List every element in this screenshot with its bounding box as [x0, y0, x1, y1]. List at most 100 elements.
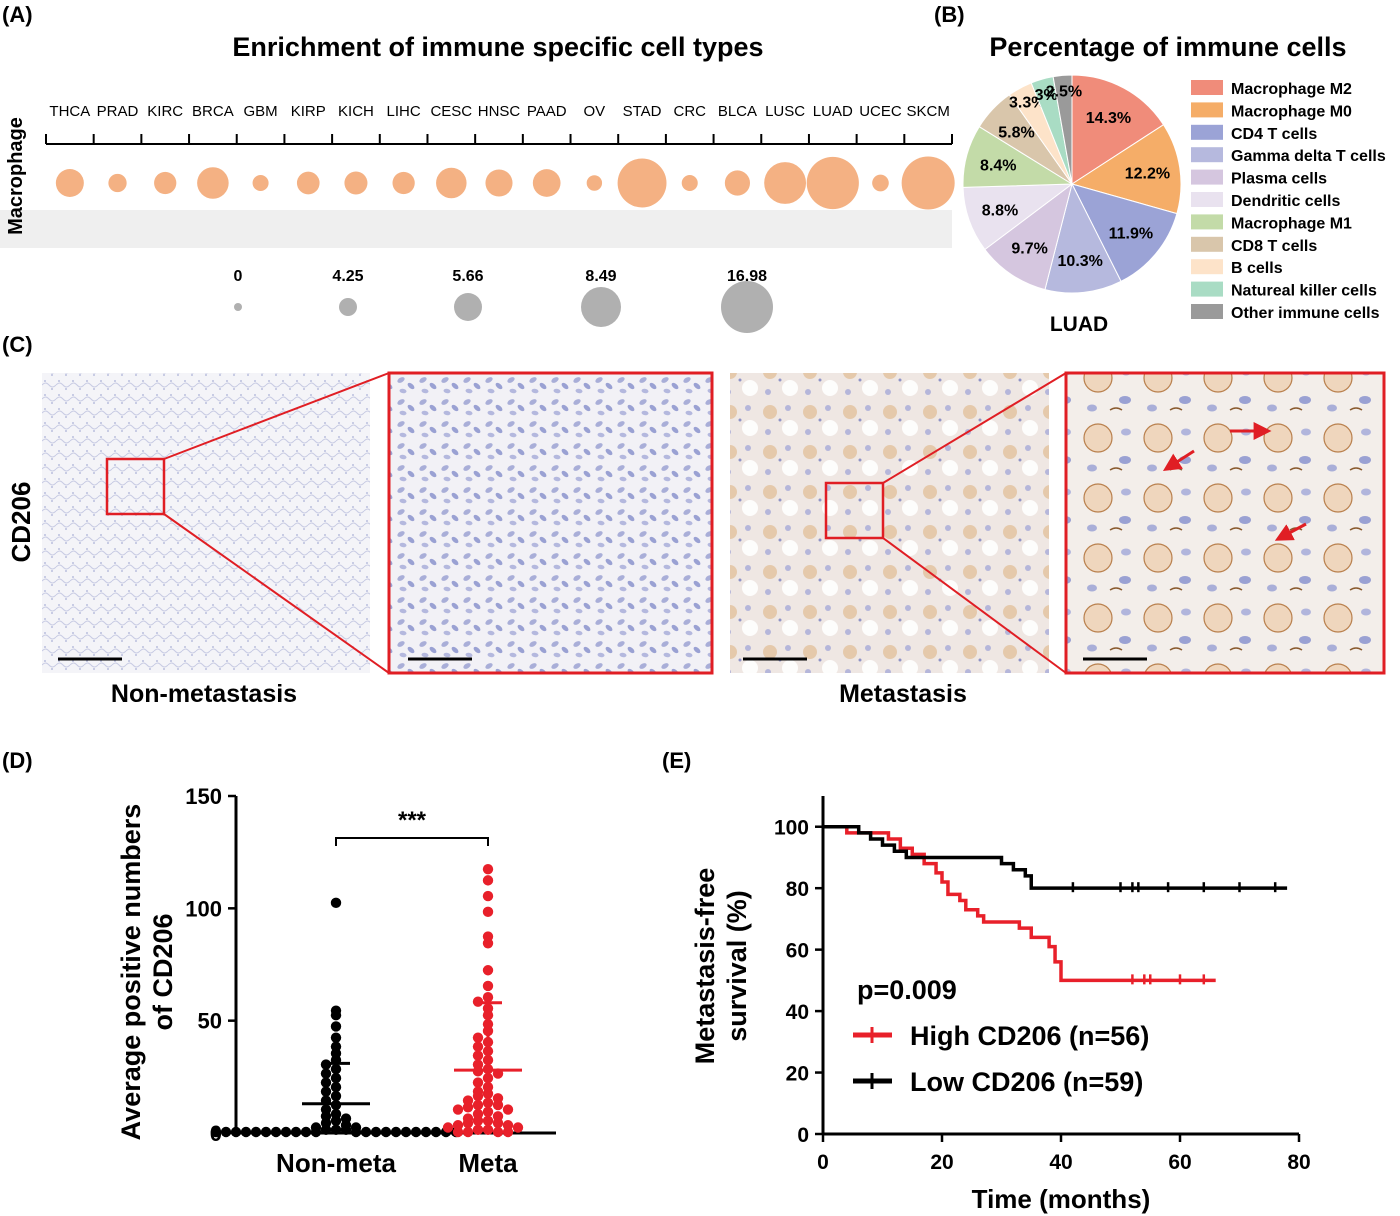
legend-entry: Other immune cells: [1231, 305, 1380, 322]
size-legend-bubble: [454, 293, 482, 321]
bubble-kirp: [296, 171, 320, 195]
bubble-cesc: [436, 167, 467, 199]
legend-entry: Macrophage M0: [1231, 103, 1352, 120]
data-point: [320, 1077, 332, 1088]
legend-swatch: [1191, 304, 1223, 319]
data-point: [420, 1126, 432, 1138]
legend-swatch: [1191, 259, 1223, 275]
significance-bracket: [335, 837, 489, 846]
data-point: [380, 1126, 392, 1138]
tick-label-blca: BLCA: [718, 103, 757, 120]
bubble-skcm: [901, 156, 955, 210]
data-point: [502, 1126, 514, 1138]
pie-slice: [1052, 74, 1073, 185]
tick-label-crc: CRC: [673, 103, 706, 120]
size-legend-label: 0: [234, 268, 243, 285]
data-point: [250, 1126, 262, 1138]
panel-b: (B) Percentage of immune cells 14.3% 12.2…: [934, 2, 1386, 336]
data-point: [482, 938, 494, 949]
arrow: [1162, 449, 1195, 471]
y-axis-label-line: of CD206: [148, 913, 178, 1030]
data-point: [472, 1050, 484, 1061]
x-tick-label: 0: [817, 1151, 829, 1174]
bubble-kirc: [154, 171, 177, 195]
data-point: [462, 1117, 474, 1129]
tick-label-prad: PRAD: [97, 103, 139, 120]
bubble-lusc: [764, 162, 807, 204]
data-point: [502, 1104, 514, 1115]
data-point: [482, 906, 494, 918]
data-point: [472, 1077, 484, 1088]
x-tick-label: 60: [1168, 1151, 1191, 1174]
pie-label: 10.3%: [1058, 253, 1103, 270]
tick-label-lihc: LIHC: [387, 103, 421, 120]
zoom-line: [882, 372, 1067, 484]
x-tick-label: 20: [930, 1151, 953, 1174]
legend-swatch: [1191, 214, 1223, 230]
legend-swatch: [1191, 192, 1223, 207]
data-point: [280, 1126, 292, 1138]
y-tick-label: 40: [786, 1001, 809, 1024]
tick-label-cesc: CESC: [430, 103, 472, 120]
tick-label-luad: LUAD: [813, 103, 853, 120]
bubble-kich: [344, 171, 368, 195]
legend-entry: Natureal killer cells: [1231, 283, 1377, 300]
bubble-ucec: [872, 174, 889, 192]
data-point: [482, 992, 494, 1003]
data-point: [340, 1124, 352, 1135]
data-point: [482, 980, 494, 992]
zoom-line: [163, 513, 390, 674]
pie-label: 3%: [1035, 87, 1058, 104]
data-point: [442, 1122, 454, 1133]
data-point: [330, 1124, 342, 1135]
data-point: [370, 1126, 382, 1138]
data-point: [330, 1032, 342, 1043]
data-point: [400, 1126, 412, 1138]
panel-e: (E) 0 20 40 60 80 100 0 20 40 60 80 Time (months) Me…: [662, 748, 1311, 1214]
size-legend-label: 16.98: [727, 268, 767, 285]
data-point: [472, 1124, 484, 1135]
tick-label-ov: OV: [584, 103, 606, 120]
pie-slice: [1071, 74, 1165, 185]
pie-label: 8.4%: [980, 157, 1016, 174]
legend-swatch: [1191, 80, 1223, 95]
x-tick-label: 40: [1049, 1151, 1072, 1174]
caption-metastasis: Metastasis: [839, 680, 967, 708]
tick-label-kirc: KIRC: [147, 103, 183, 120]
bubble-stad: [617, 158, 667, 208]
y-tick-label: 0: [797, 1124, 809, 1147]
y-axis-label-line: survival (%): [722, 890, 752, 1042]
y-axis-label: Average positive numbersof CD206: [116, 804, 178, 1141]
data-point: [482, 1115, 494, 1126]
y-axis-label-line: Average positive numbers: [116, 804, 146, 1141]
data-point: [452, 1126, 464, 1138]
legend-swatch: [1191, 147, 1223, 163]
data-point: [350, 1126, 362, 1138]
y-tick-label: 50: [198, 1009, 222, 1034]
y-tick-label: 20: [786, 1063, 809, 1086]
data-point: [430, 1126, 442, 1138]
pie-slice: [1071, 183, 1178, 283]
tick-label-lusc: LUSC: [765, 103, 805, 120]
tick-label-kich: KICH: [338, 103, 374, 120]
bubble-brca: [197, 167, 229, 199]
inset-box-metastasis: [824, 481, 885, 540]
significance-stars: ***: [398, 807, 427, 834]
size-legend-bubble: [581, 287, 621, 327]
data-point: [240, 1126, 252, 1138]
data-point: [410, 1126, 422, 1138]
data-point: [230, 1126, 242, 1138]
legend-entry: Plasma cells: [1231, 171, 1327, 188]
data-point: [492, 1126, 504, 1138]
legend-swatch: [1191, 124, 1223, 140]
tick-label-ucec: UCEC: [859, 103, 902, 120]
size-legend-bubble: [721, 281, 773, 333]
pie-label: 5.8%: [998, 125, 1034, 142]
survival-curve: [823, 824, 1216, 983]
legend-swatch: [1191, 236, 1223, 252]
bubble-hnsc: [485, 169, 513, 197]
pie-label: 3.3%: [1009, 95, 1045, 112]
data-point: [220, 1126, 232, 1138]
y-tick-label: 150: [185, 784, 222, 809]
tick-label-hnsc: HNSC: [478, 103, 521, 120]
